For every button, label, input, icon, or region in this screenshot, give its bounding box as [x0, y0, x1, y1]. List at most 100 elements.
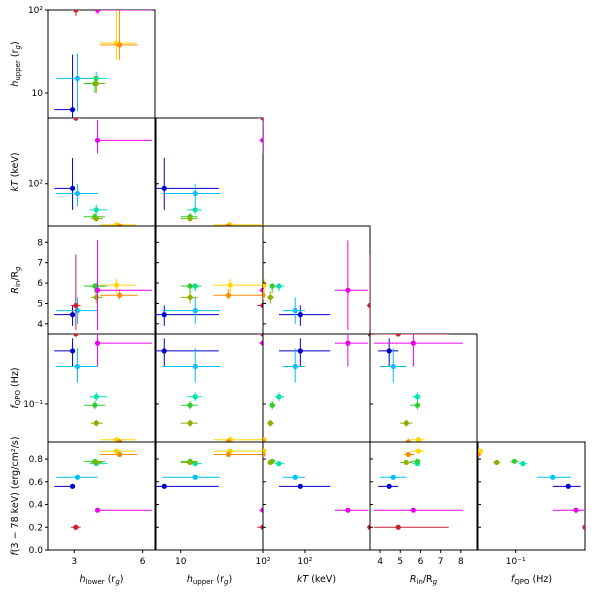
panel-kT-vs-h_lower: 10² [28, 117, 156, 229]
data-point [260, 340, 263, 346]
data-point [93, 394, 99, 400]
data-point [386, 483, 392, 489]
data-point [405, 439, 411, 442]
data-point [395, 524, 401, 530]
data-point [414, 394, 421, 400]
panel-kT-vs-h_upper [155, 117, 264, 229]
panel-frame [47, 333, 156, 443]
data-marks [374, 334, 463, 442]
data-marks [54, 448, 153, 530]
data-point [74, 190, 81, 197]
data-point [73, 524, 79, 530]
data-point [192, 307, 198, 314]
y-tick-label: 0.6 [29, 478, 44, 488]
data-point [386, 348, 392, 354]
y-tick-label: 0.4 [29, 501, 44, 511]
panel-flux-vs-kT: 10² [262, 441, 371, 567]
panel-R_in-vs-h_lower: 4 5 6 7 8 [37, 225, 156, 337]
data-point [74, 474, 81, 480]
panel-R_in-vs-kT [262, 225, 371, 337]
data-point [367, 524, 370, 530]
y-axis-label-kT: kT (keV) [10, 152, 21, 191]
panel-f_QPO-vs-h_upper [155, 333, 264, 445]
data-point [113, 448, 120, 454]
data-point [192, 394, 198, 400]
panel-frame [47, 9, 156, 119]
data-point [93, 80, 99, 87]
data-point [414, 458, 421, 464]
y-tick-label: 4 [37, 320, 43, 330]
data-point [116, 451, 123, 458]
data-point [116, 439, 123, 442]
y-tick-label: 10² [28, 6, 43, 16]
data-point [345, 287, 351, 293]
data-point [225, 292, 232, 298]
data-point [269, 283, 275, 289]
data-marks [54, 240, 153, 330]
x-axis-label-f_QPO: fQPO (Hz) [511, 574, 552, 586]
y-axis-label-f_QPO: fQPO (Hz) [10, 367, 22, 408]
y-axis-label-R_in: Rin/Rg [10, 266, 22, 294]
panel-frame [47, 441, 156, 551]
x-tick-label: 5 [397, 557, 403, 567]
data-point [161, 185, 167, 191]
data-point [573, 507, 579, 513]
data-point [69, 312, 76, 318]
data-point [582, 524, 585, 530]
data-point [263, 439, 266, 442]
data-point [367, 334, 370, 337]
data-point [187, 420, 193, 426]
data-point [414, 402, 421, 408]
data-point [187, 294, 193, 300]
data-point [263, 451, 266, 458]
panel-frame [47, 225, 156, 335]
data-point [403, 420, 409, 426]
panel-frame [262, 441, 371, 551]
data-marks [478, 448, 585, 530]
panel-h_upper-vs-h_lower: 10 10² [28, 6, 156, 121]
panel-f_QPO-vs-kT [262, 333, 371, 445]
data-point [187, 216, 193, 222]
panel-R_in-vs-h_upper [155, 225, 264, 337]
x-tick-label: 10⁻¹ [506, 557, 526, 567]
x-tick-label: 3 [71, 557, 77, 567]
data-point [92, 402, 98, 408]
data-point [187, 283, 193, 289]
data-marks [54, 334, 153, 442]
data-point [260, 287, 263, 293]
data-point [260, 118, 263, 121]
x-axis-label-kT: kT (keV) [297, 574, 336, 585]
y-tick-label: 10² [28, 180, 43, 190]
x-tick-label: 10 [175, 557, 187, 567]
data-point [297, 312, 303, 318]
data-point [292, 474, 298, 480]
data-point [187, 402, 193, 408]
data-marks [54, 10, 153, 118]
panel-flux-vs-R_in: 4 5 6 7 8 [369, 441, 478, 567]
data-point [276, 283, 282, 289]
data-point [73, 118, 79, 121]
panel-frame [369, 333, 478, 443]
data-marks [374, 448, 463, 530]
panel-frame [155, 117, 264, 227]
data-point [267, 459, 273, 466]
data-point [227, 282, 233, 288]
x-tick-label: 8 [458, 557, 464, 567]
data-point [267, 294, 273, 300]
data-point [94, 340, 101, 346]
data-point [263, 292, 266, 298]
panel-frame [155, 441, 264, 551]
data-point [565, 483, 571, 489]
x-axis-label-h_upper: hupper (rg) [187, 574, 232, 586]
panel-flux-vs-f_QPO: 10⁻¹ [477, 441, 586, 567]
data-point [260, 334, 263, 337]
data-point [69, 185, 76, 191]
panel-f_QPO-vs-h_lower: 10⁻¹ [23, 333, 156, 445]
data-point [367, 302, 370, 309]
data-point [260, 507, 263, 513]
data-point [94, 137, 101, 143]
data-point [225, 439, 232, 442]
data-point [292, 363, 298, 370]
